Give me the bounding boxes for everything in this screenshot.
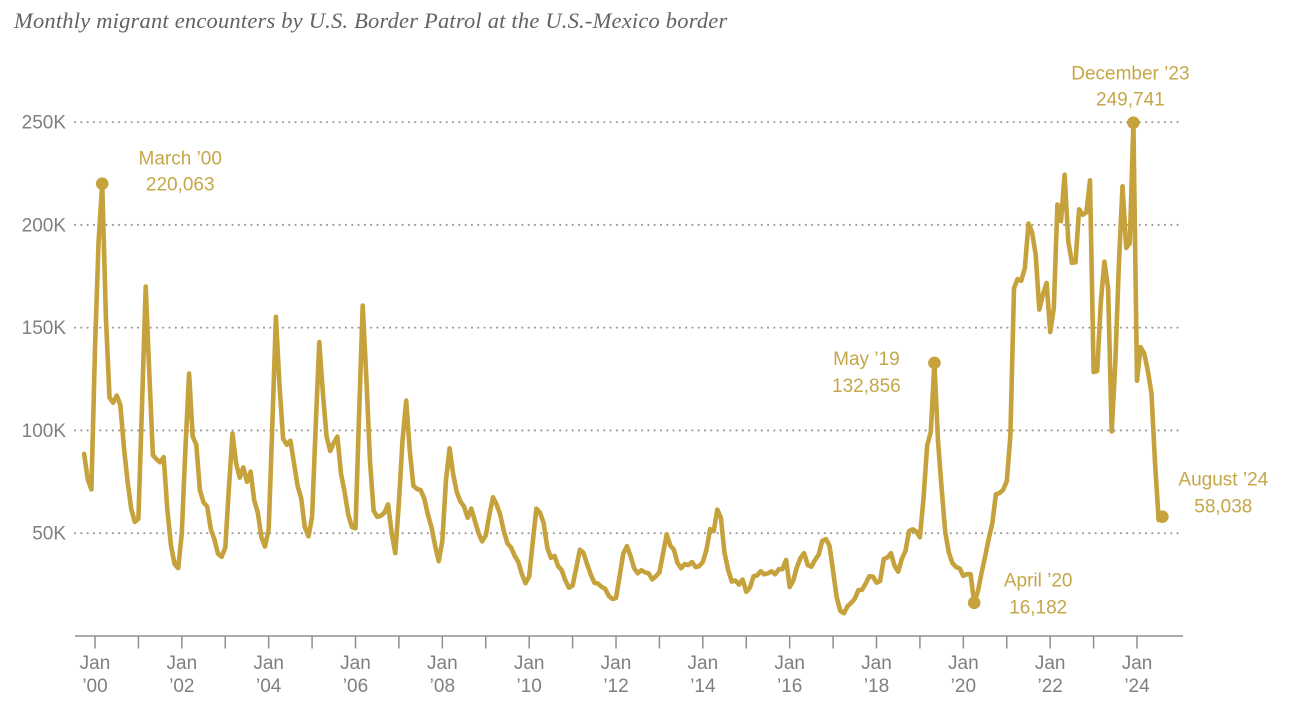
- data-point-marker: [967, 596, 981, 610]
- x-tick-label-month: Jan: [1035, 653, 1066, 674]
- annotation-month-label: May ’19: [833, 349, 900, 370]
- annotation-month-label: March ’00: [139, 149, 222, 170]
- data-point-marker: [1127, 116, 1140, 129]
- x-tick-label-month: Jan: [601, 653, 632, 674]
- y-tick-label: 200K: [22, 215, 67, 236]
- x-tick-label-year: ’14: [690, 676, 716, 697]
- x-tick-label-month: Jan: [688, 653, 719, 674]
- x-tick-label-month: Jan: [948, 653, 979, 674]
- x-tick-label-year: ’20: [951, 676, 976, 697]
- annotation-month-label: August ’24: [1178, 470, 1268, 491]
- x-tick-label-year: ’22: [1037, 676, 1062, 697]
- annotation-month-label: December ’23: [1071, 64, 1189, 85]
- x-tick-label-year: ’12: [603, 676, 628, 697]
- x-tick-label-year: ’04: [256, 676, 282, 697]
- annotation-value-label: 132,856: [832, 376, 901, 397]
- data-point-marker: [928, 356, 941, 370]
- x-tick-label-month: Jan: [427, 653, 458, 674]
- x-tick-label-year: ’16: [777, 676, 802, 697]
- data-point-marker: [95, 177, 109, 190]
- chart-title: Monthly migrant encounters by U.S. Borde…: [14, 8, 728, 33]
- x-tick-label-year: ’06: [343, 676, 368, 697]
- annotation-value-label: 16,182: [1009, 598, 1067, 619]
- x-tick-label-year: ’08: [430, 676, 455, 697]
- x-tick-label-month: Jan: [514, 653, 545, 674]
- x-tick-label-month: Jan: [80, 653, 111, 674]
- x-tick-label-month: Jan: [253, 653, 284, 674]
- data-point-marker: [1156, 510, 1169, 524]
- annotation-value-label: 249,741: [1096, 90, 1165, 111]
- x-tick-label-year: ’18: [864, 676, 889, 697]
- x-tick-label-month: Jan: [1122, 653, 1153, 674]
- x-tick-label-year: ’02: [169, 676, 194, 697]
- annotation-value-label: 220,063: [146, 175, 215, 196]
- annotation-month-label: April ’20: [1004, 571, 1073, 592]
- annotation-value-label: 58,038: [1194, 497, 1252, 518]
- y-tick-label: 150K: [22, 318, 67, 339]
- x-tick-label-month: Jan: [774, 653, 805, 674]
- x-tick-label-month: Jan: [167, 653, 198, 674]
- x-tick-label-year: ’00: [82, 676, 107, 697]
- x-tick-label-year: ’10: [516, 676, 541, 697]
- x-tick-label-year: ’24: [1124, 676, 1150, 697]
- x-tick-label-month: Jan: [340, 653, 371, 674]
- series-line: [81, 120, 1165, 616]
- y-tick-label: 250K: [22, 113, 67, 134]
- x-tick-label-month: Jan: [861, 653, 892, 674]
- y-tick-label: 100K: [22, 421, 67, 442]
- y-tick-label: 50K: [32, 524, 66, 545]
